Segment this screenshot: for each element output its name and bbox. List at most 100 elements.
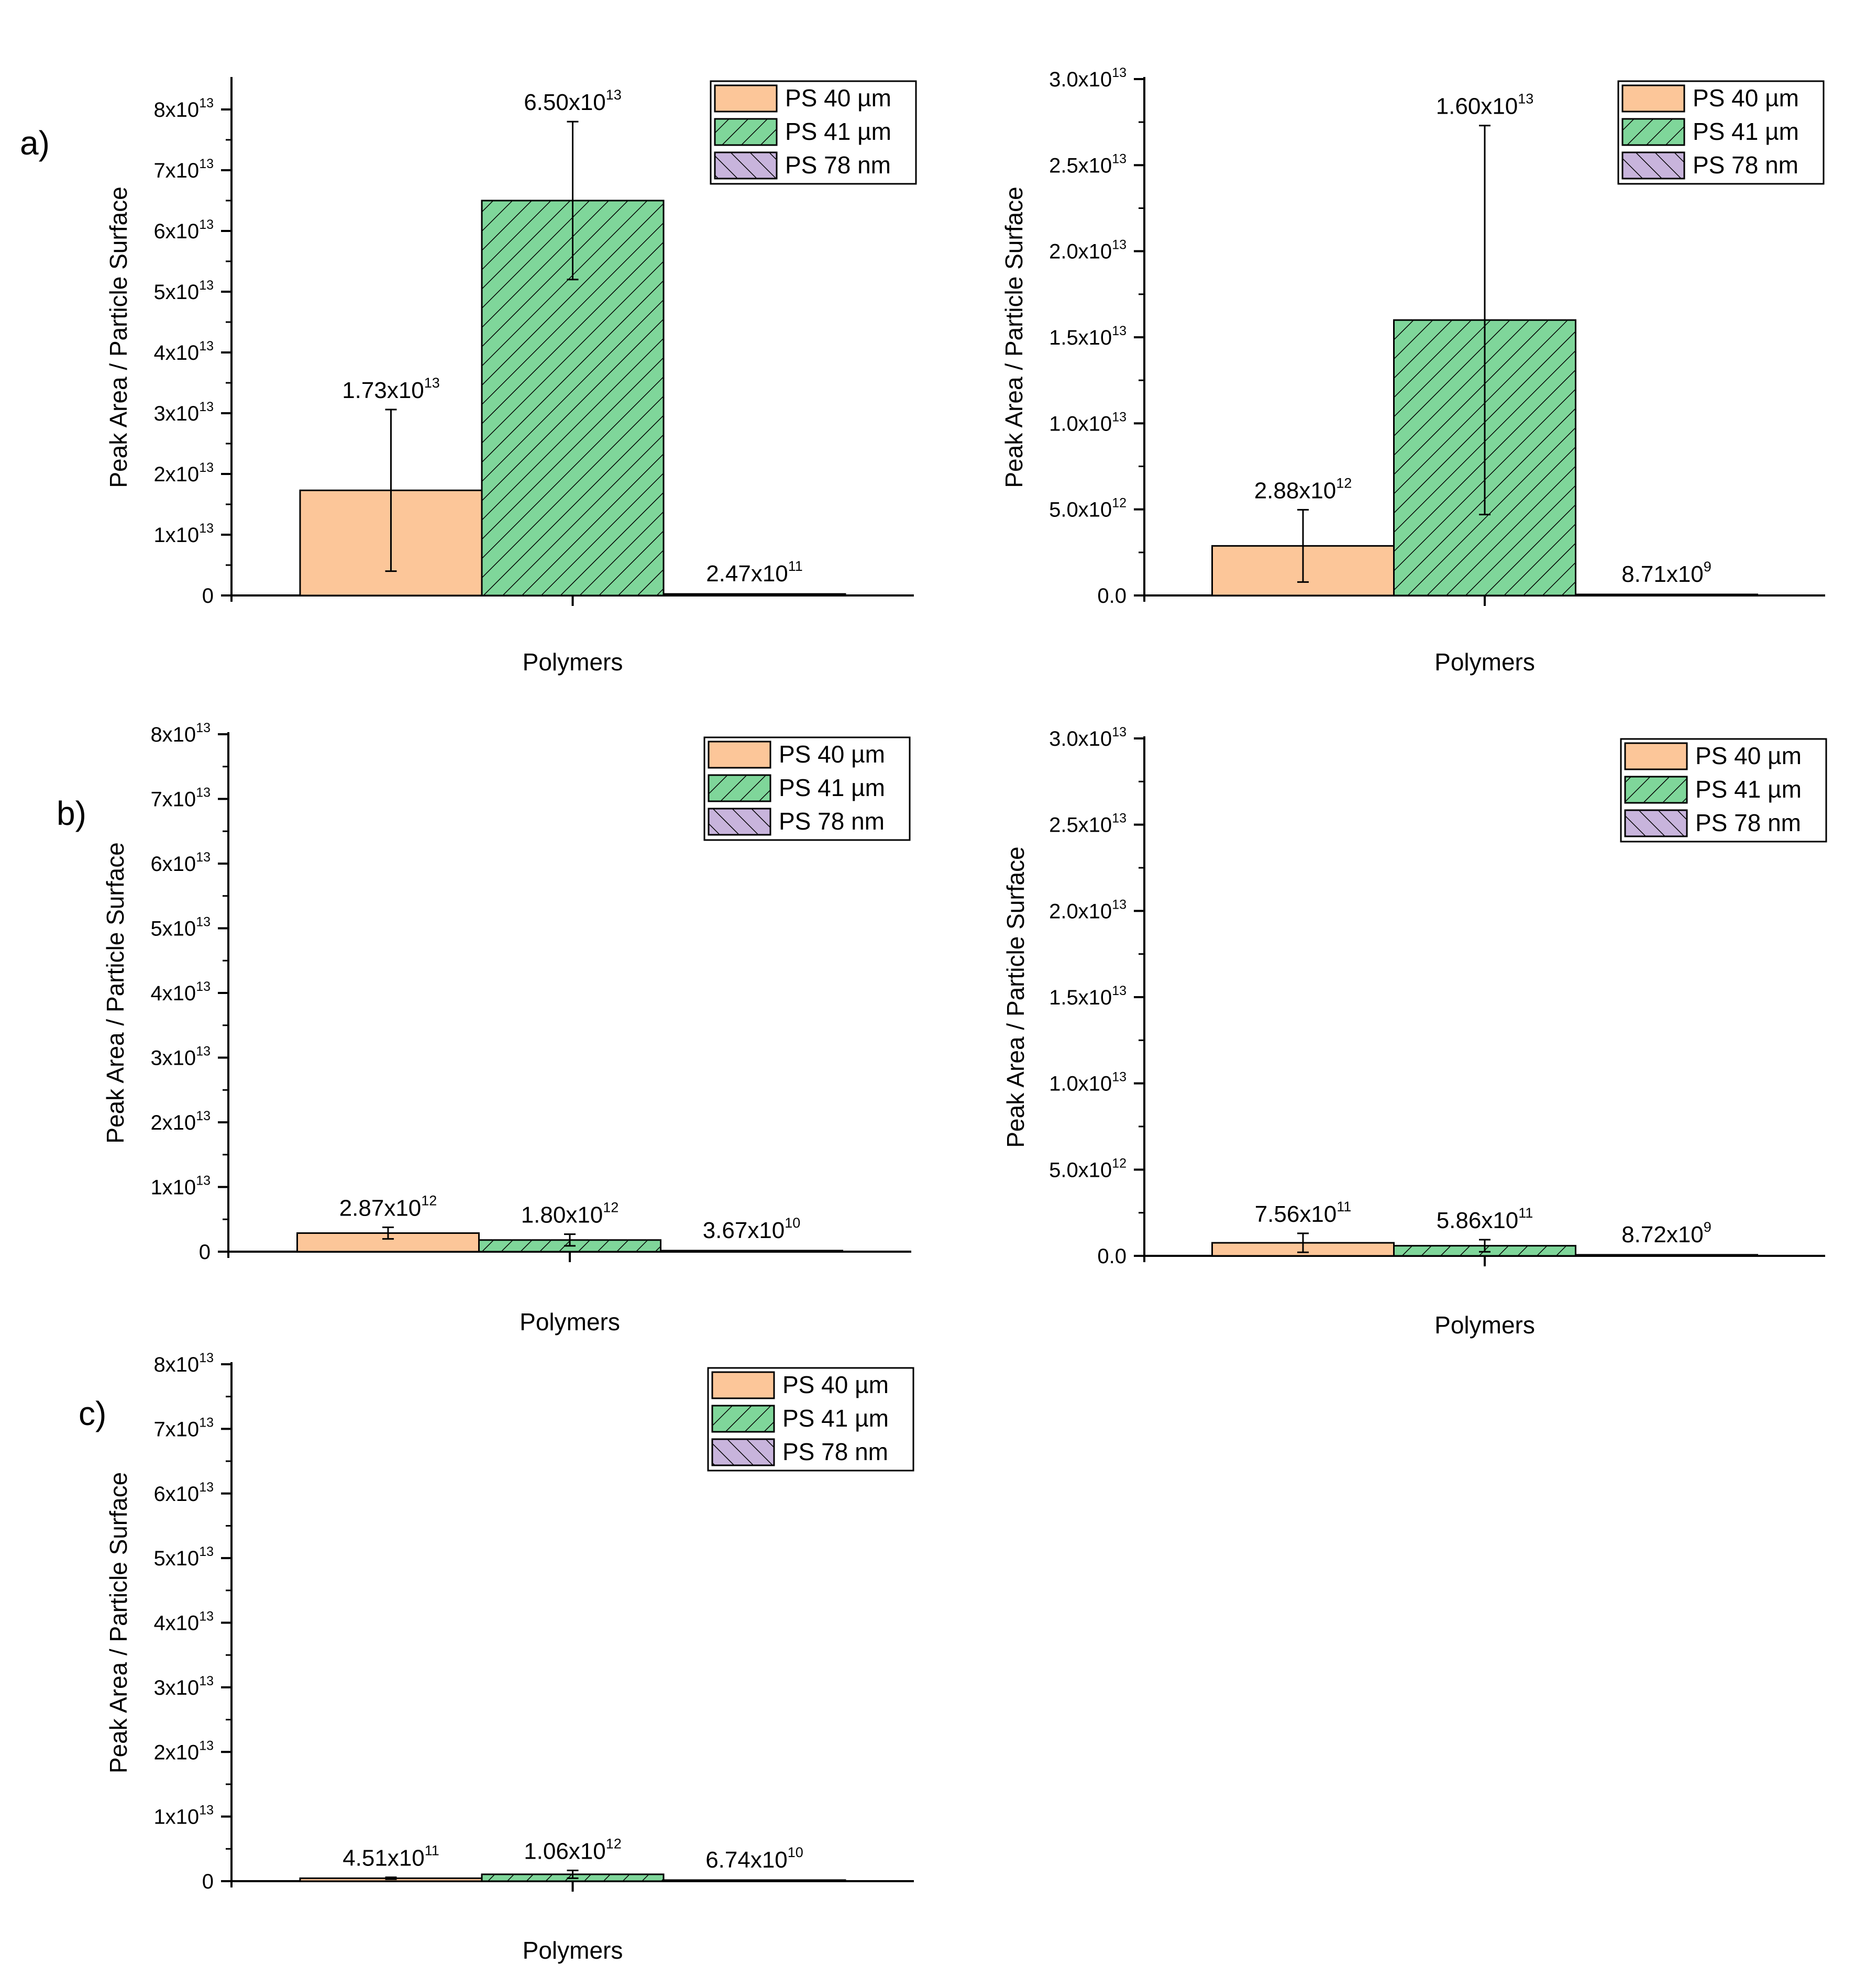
y-tick-label-exponent: 13 xyxy=(1112,897,1127,912)
y-tick-label: 2.0x1013 xyxy=(1049,238,1127,263)
data-label-ps-40um-exponent: 12 xyxy=(421,1192,437,1208)
y-tick-label: 1x1013 xyxy=(150,1174,211,1199)
bar-ps-78nm xyxy=(663,1879,846,1882)
legend-swatch-ps-40um xyxy=(708,741,771,769)
y-tick-label: 6x1013 xyxy=(153,217,214,243)
y-axis-title: Peak Area / Particle Surface xyxy=(102,842,129,1143)
legend: PS 40 µm PS 41 µm PS 78 nm xyxy=(703,736,911,841)
legend-swatch-hatch-ps-78nm xyxy=(709,809,770,835)
y-tick-label: 7x1013 xyxy=(153,157,214,182)
data-label-ps-78nm: 8.72x109 xyxy=(1621,1219,1712,1247)
legend-swatch-hatch-ps-78nm xyxy=(1622,152,1684,179)
y-tick-label-exponent: 13 xyxy=(199,1609,214,1624)
data-label-ps-40um-mantissa: 2.88x10 xyxy=(1254,478,1337,503)
legend-swatch-hatch-ps-78nm xyxy=(712,1439,774,1465)
y-tick-label: 1.5x1013 xyxy=(1049,324,1127,349)
y-tick-label: 3x1013 xyxy=(153,400,214,425)
y-tick-label-exponent: 13 xyxy=(1112,725,1127,739)
y-tick-label-exponent: 13 xyxy=(199,1738,214,1753)
y-tick-label: 6x1013 xyxy=(150,850,211,876)
data-label-ps-40um: 2.87x1012 xyxy=(339,1192,437,1221)
x-axis-title: Polymers xyxy=(523,648,623,676)
y-tick-label-mantissa: 5.0x10 xyxy=(1049,1158,1112,1181)
y-tick-label-exponent: 13 xyxy=(196,786,211,800)
y-tick-label: 0 xyxy=(202,584,214,608)
chart-1: 01x10132x10133x10134x10135x10136x10137x1… xyxy=(105,77,917,676)
y-tick-label: 2.0x1013 xyxy=(1049,897,1127,923)
y-tick-label-exponent: 13 xyxy=(199,1415,214,1430)
data-label-ps-41um-exponent: 11 xyxy=(1518,1205,1533,1221)
y-tick-label-mantissa: 2.0x10 xyxy=(1049,900,1112,923)
y-tick-label: 5.0x1012 xyxy=(1049,1156,1127,1181)
data-label-ps-78nm: 8.71x109 xyxy=(1621,559,1712,587)
legend-label-ps-78nm: PS 78 nm xyxy=(1695,809,1801,836)
y-tick-label-exponent: 13 xyxy=(196,721,211,735)
y-tick-label-mantissa: 1.5x10 xyxy=(1049,986,1112,1009)
data-label-ps-78nm-exponent: 11 xyxy=(788,558,803,574)
legend-label-ps-41um: PS 41 µm xyxy=(779,774,885,801)
y-tick-label-mantissa: 0 xyxy=(202,1870,214,1893)
y-tick-label-exponent: 13 xyxy=(199,521,214,536)
legend: PS 40 µm PS 41 µm PS 78 nm xyxy=(710,80,917,185)
y-tick-label-mantissa: 3x10 xyxy=(153,1676,199,1699)
chart-3: 01x10132x10133x10134x10135x10136x10137x1… xyxy=(102,721,911,1335)
legend-label-ps-78nm: PS 78 nm xyxy=(1693,151,1798,179)
y-tick-label-mantissa: 2x10 xyxy=(153,463,199,486)
legend-swatch-ps-40um xyxy=(714,84,778,113)
data-label-ps-78nm: 2.47x1011 xyxy=(706,558,803,587)
data-label-ps-41um-mantissa: 1.60x10 xyxy=(1436,94,1518,119)
y-tick-label-mantissa: 4x10 xyxy=(153,341,199,365)
y-tick-label-mantissa: 1x10 xyxy=(153,524,199,547)
legend-label-ps-41um: PS 41 µm xyxy=(782,1405,889,1432)
data-label-ps-41um-exponent: 12 xyxy=(603,1200,619,1216)
y-tick-label-mantissa: 2x10 xyxy=(150,1111,196,1134)
y-tick-label-exponent: 13 xyxy=(1112,984,1127,998)
y-tick-label-mantissa: 0 xyxy=(202,584,214,608)
chart-4: 0.05.0x10121.0x10131.5x10132.0x10132.5x1… xyxy=(1002,725,1827,1339)
data-label-ps-78nm-exponent: 9 xyxy=(1704,559,1712,575)
y-tick-label-exponent: 13 xyxy=(1112,1070,1127,1085)
legend-label-ps-78nm: PS 78 nm xyxy=(782,1438,888,1465)
legend-swatch-hatch-ps-41um xyxy=(712,1406,774,1432)
y-tick-label-mantissa: 1.5x10 xyxy=(1049,326,1112,349)
y-tick-label-mantissa: 2x10 xyxy=(153,1741,199,1764)
y-tick-label: 1x1013 xyxy=(153,1803,214,1829)
data-label-ps-78nm-exponent: 9 xyxy=(1704,1219,1712,1235)
y-tick-label: 3x1013 xyxy=(150,1044,211,1070)
y-tick-label: 8x1013 xyxy=(150,721,211,746)
data-label-ps-78nm-exponent: 10 xyxy=(788,1845,803,1860)
y-tick-label-mantissa: 6x10 xyxy=(153,1483,199,1506)
legend-label-ps-78nm: PS 78 nm xyxy=(779,808,885,835)
data-label-ps-40um: 2.88x1012 xyxy=(1254,475,1352,503)
legend-swatch-hatch-ps-78nm xyxy=(1625,810,1687,836)
y-tick-label-mantissa: 4x10 xyxy=(150,982,196,1005)
chart-2: 0.05.0x10121.0x10131.5x10132.0x10132.5x1… xyxy=(1000,65,1825,676)
y-tick-label: 0 xyxy=(202,1870,214,1893)
y-tick-label-exponent: 13 xyxy=(199,460,214,475)
data-label-ps-40um-exponent: 12 xyxy=(1336,475,1352,491)
y-tick-label: 2.5x1013 xyxy=(1049,811,1127,837)
y-tick-label-mantissa: 4x10 xyxy=(153,1612,199,1635)
y-tick-label-mantissa: 5x10 xyxy=(150,918,196,941)
y-tick-label-exponent: 13 xyxy=(1112,410,1127,424)
y-tick-label-mantissa: 6x10 xyxy=(150,853,196,876)
y-tick-label-exponent: 13 xyxy=(199,217,214,232)
y-tick-label: 3.0x1013 xyxy=(1049,65,1127,91)
y-tick-label-exponent: 13 xyxy=(1112,238,1127,252)
y-tick-label-mantissa: 3x10 xyxy=(150,1047,196,1070)
y-tick-label-mantissa: 3.0x10 xyxy=(1049,68,1112,91)
y-tick-label: 1.0x1013 xyxy=(1049,1070,1127,1096)
data-label-ps-78nm-mantissa: 8.72x10 xyxy=(1621,1222,1704,1247)
y-tick-label: 2x1013 xyxy=(153,1738,214,1764)
data-label-ps-41um: 1.06x1012 xyxy=(524,1836,622,1864)
legend: PS 40 µm PS 41 µm PS 78 nm xyxy=(707,1367,914,1472)
data-label-ps-78nm-exponent: 10 xyxy=(785,1215,800,1231)
y-tick-label-mantissa: 7x10 xyxy=(153,1418,199,1441)
bar-ps-78nm xyxy=(663,593,846,597)
y-tick-label-exponent: 13 xyxy=(196,850,211,865)
legend-swatch-ps-40um xyxy=(711,1371,775,1399)
data-label-ps-78nm-mantissa: 8.71x10 xyxy=(1621,561,1704,587)
y-tick-label: 2.5x1013 xyxy=(1049,151,1127,177)
y-axis-title: Peak Area / Particle Surface xyxy=(105,186,132,488)
